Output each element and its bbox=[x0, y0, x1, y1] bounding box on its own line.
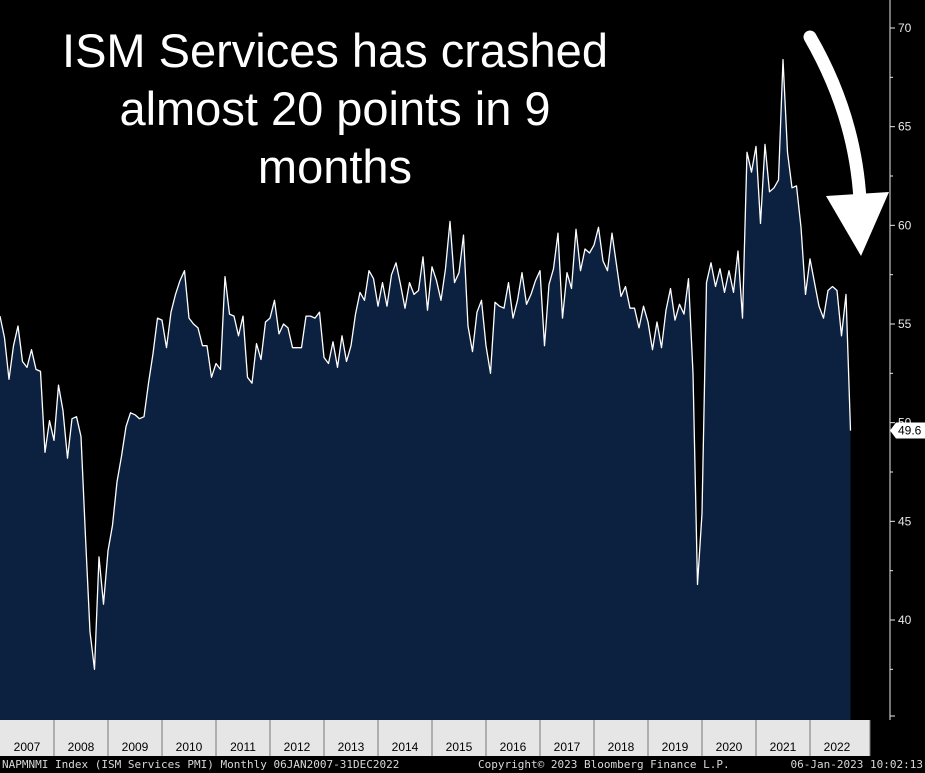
series-line bbox=[0, 58, 852, 670]
x-tick-label: 2022 bbox=[824, 740, 851, 754]
down-arrow-icon bbox=[803, 30, 889, 256]
x-tick-label: 2020 bbox=[716, 740, 743, 754]
series-area bbox=[0, 59, 851, 721]
headline-line-2: almost 20 points in 9 bbox=[119, 82, 551, 135]
x-tick-label: 2008 bbox=[68, 740, 95, 754]
y-tick-label: 65 bbox=[898, 120, 912, 134]
year-band-background bbox=[0, 720, 870, 756]
plot-area bbox=[0, 58, 852, 721]
headline-line-3: months bbox=[257, 140, 413, 193]
y-tick-label: 45 bbox=[898, 514, 912, 528]
x-axis-year-band: 2007 2008 2009 2010 2011 2012 2013 2014 2015 2016… bbox=[0, 720, 871, 756]
x-tick-label: 2010 bbox=[176, 740, 203, 754]
last-value-label: 49.6 bbox=[898, 424, 922, 438]
x-tick-label: 2018 bbox=[608, 740, 635, 754]
x-tick-label: 2021 bbox=[770, 740, 797, 754]
footer-copyright: Copyright© 2023 Bloomberg Finance L.P. bbox=[478, 758, 730, 771]
footer-timestamp: 06-Jan-2023 10:02:13 bbox=[790, 758, 923, 771]
headline-line-1: ISM Services has crashed bbox=[62, 24, 608, 77]
x-tick-label: 2009 bbox=[122, 740, 149, 754]
footer-bar: NAPMNMI Index (ISM Services PMI) Monthly… bbox=[0, 756, 925, 773]
headline: ISM Services has crashed almost 20 point… bbox=[20, 22, 650, 196]
x-tick-label: 2007 bbox=[14, 740, 41, 754]
y-axis: 4045505560657049.6 bbox=[889, 0, 925, 720]
last-value-marker bbox=[890, 422, 925, 439]
y-tick-label: 70 bbox=[898, 21, 912, 35]
y-tick-label: 55 bbox=[898, 317, 912, 331]
x-tick-label: 2011 bbox=[230, 740, 256, 754]
y-tick-label: 60 bbox=[898, 218, 912, 232]
footer-index-description: NAPMNMI Index (ISM Services PMI) Monthly… bbox=[2, 758, 400, 771]
x-tick-label: 2019 bbox=[662, 740, 689, 754]
x-tick-label: 2013 bbox=[338, 740, 365, 754]
x-tick-label: 2015 bbox=[446, 740, 473, 754]
x-tick-label: 2014 bbox=[392, 740, 419, 754]
y-tick-label: 40 bbox=[898, 613, 912, 627]
x-tick-label: 2012 bbox=[284, 740, 311, 754]
x-tick-label: 2016 bbox=[500, 740, 527, 754]
x-tick-label: 2017 bbox=[554, 740, 581, 754]
